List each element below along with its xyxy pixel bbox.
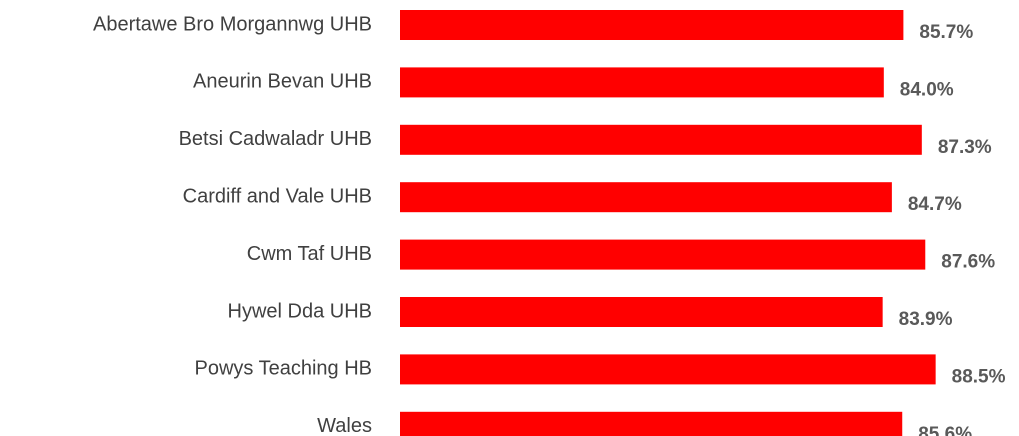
value-label: 84.0% bbox=[900, 79, 954, 100]
category-label: Cardiff and Vale UHB bbox=[183, 185, 372, 207]
bar bbox=[400, 124, 922, 155]
value-label: 87.3% bbox=[938, 137, 992, 158]
bar bbox=[400, 182, 892, 213]
bar bbox=[400, 10, 904, 40]
category-label: Cwm Taf UHB bbox=[247, 243, 372, 265]
bar bbox=[400, 354, 936, 385]
category-label: Aneurin Bevan UHB bbox=[193, 71, 372, 93]
value-label: 84.7% bbox=[908, 194, 962, 215]
category-label: Betsi Cadwaladr UHB bbox=[179, 128, 372, 150]
category-label: Abertawe Bro Morgannwg UHB bbox=[93, 13, 372, 35]
value-label: 83.9% bbox=[899, 309, 953, 330]
category-label: Wales bbox=[317, 415, 372, 436]
category-label: Hywel Dda UHB bbox=[228, 300, 372, 322]
value-label: 87.6% bbox=[941, 252, 995, 273]
bar bbox=[400, 411, 903, 436]
bar bbox=[400, 67, 884, 98]
value-label: 85.6% bbox=[918, 424, 972, 436]
bar bbox=[400, 297, 883, 327]
value-label: 88.5% bbox=[952, 366, 1006, 387]
category-label: Powys Teaching HB bbox=[195, 358, 373, 380]
value-label: 85.7% bbox=[919, 22, 973, 43]
bar bbox=[400, 239, 926, 270]
